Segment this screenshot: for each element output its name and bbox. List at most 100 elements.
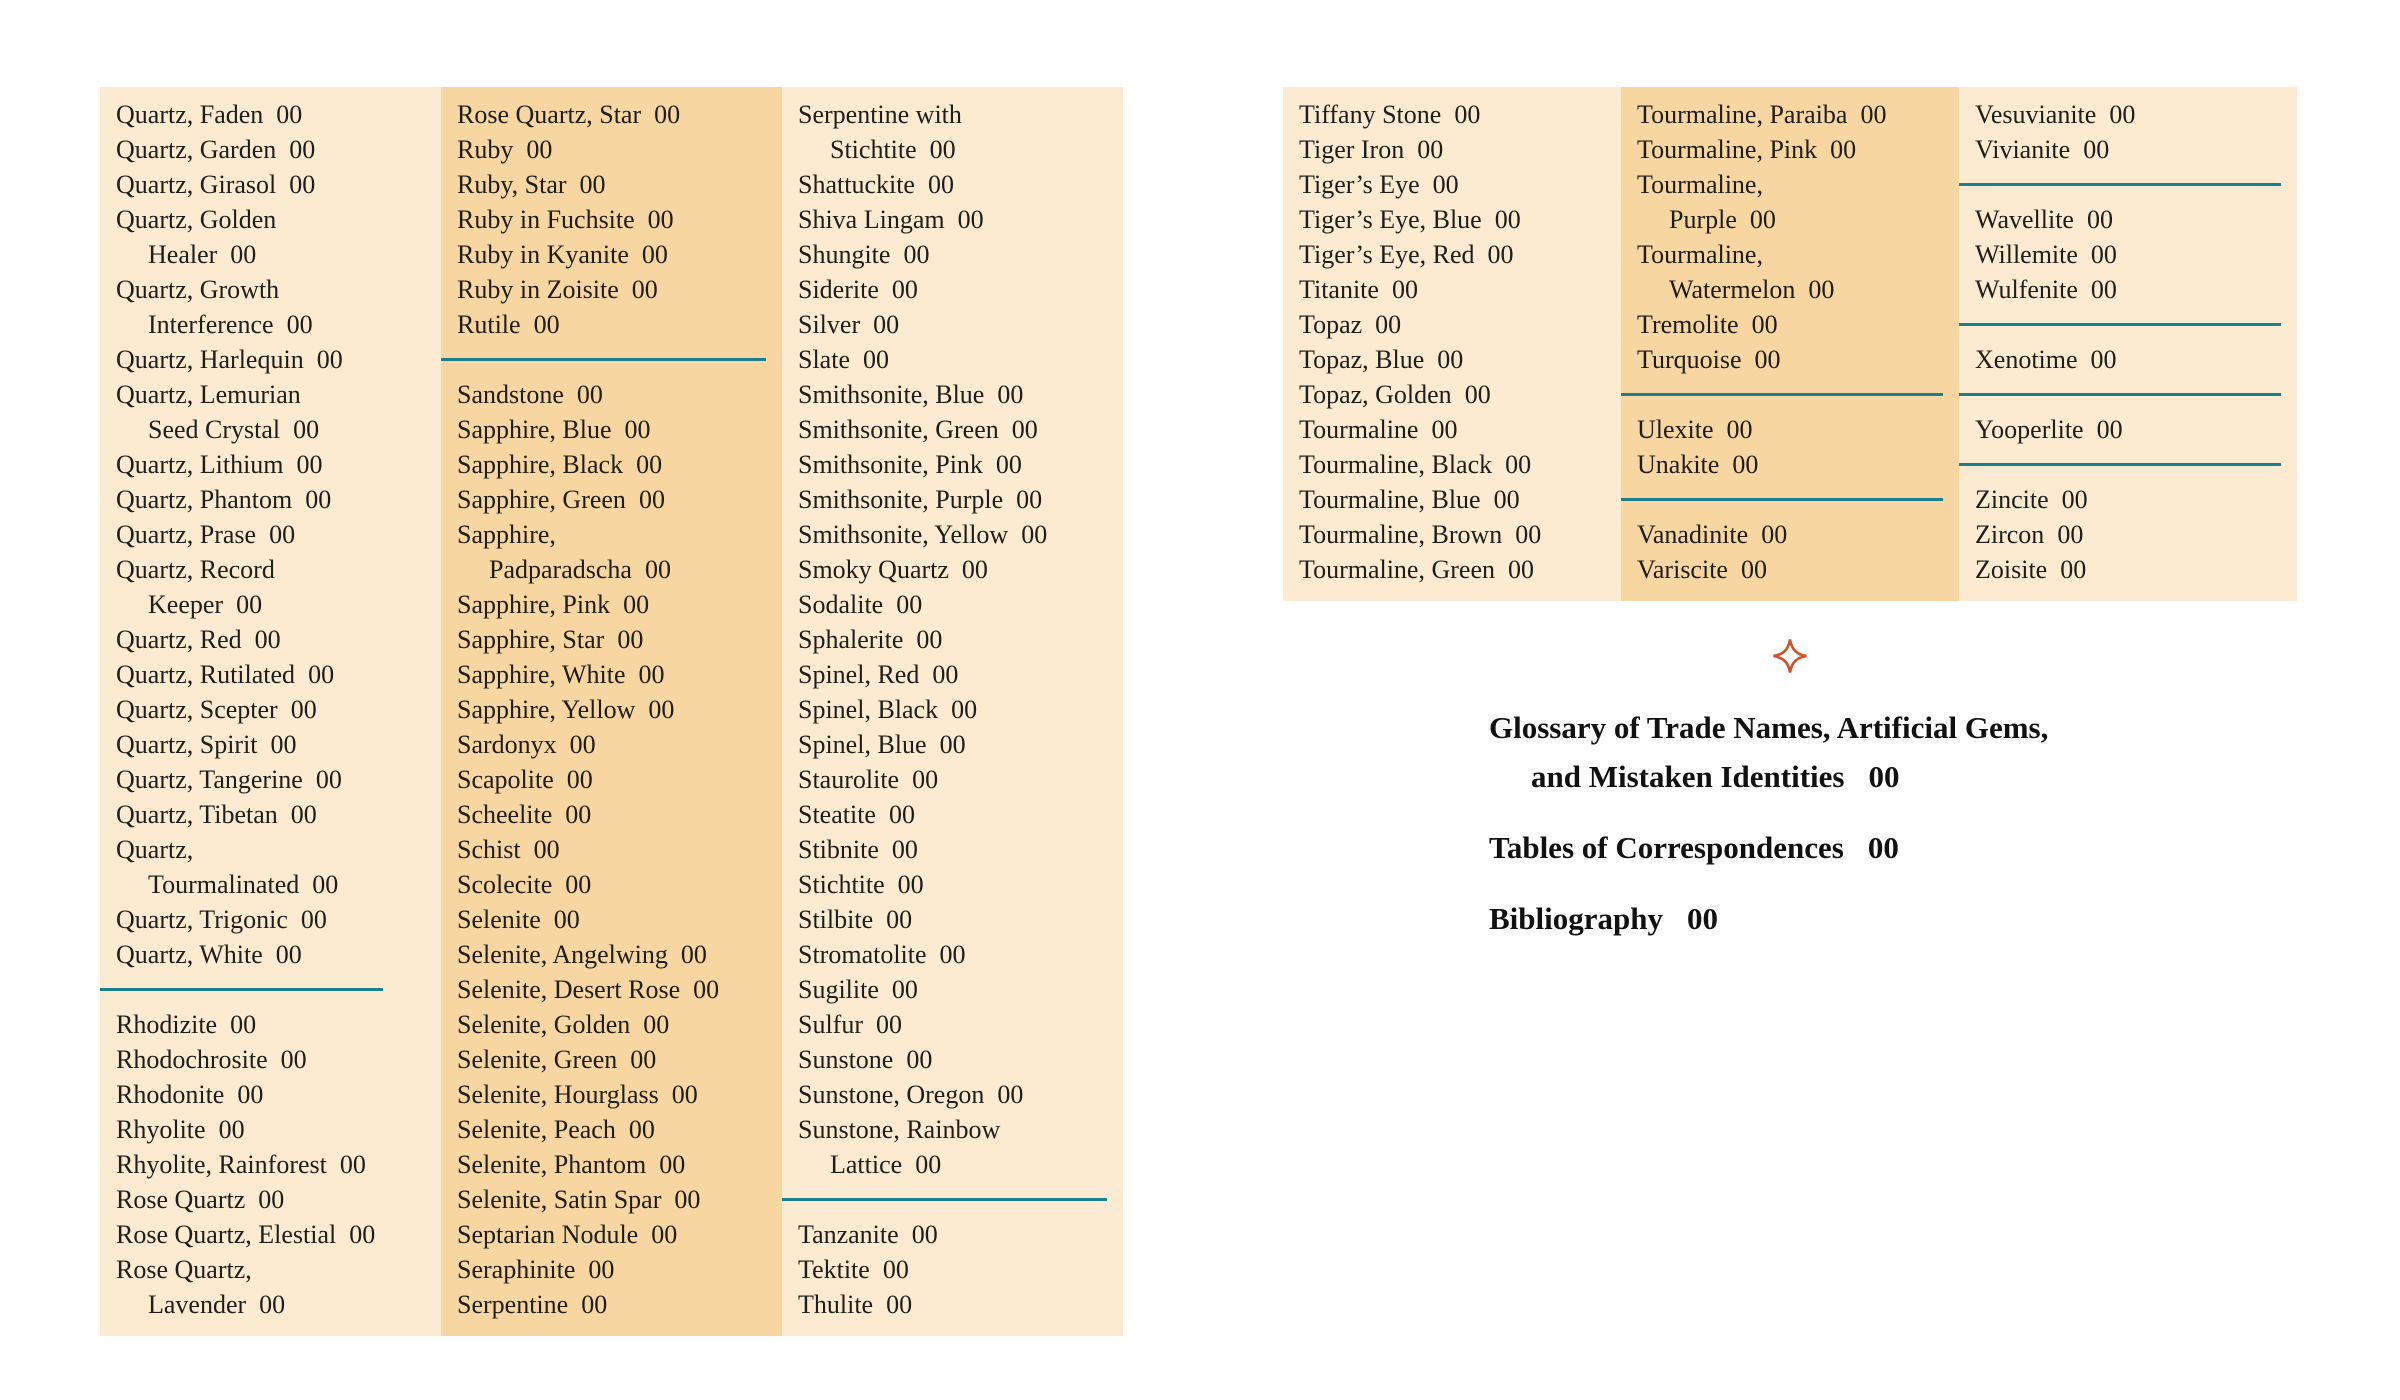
entry-label: Steatite bbox=[798, 800, 876, 829]
toc-entry: Sardonyx 00 bbox=[457, 727, 770, 762]
page-number: 00 bbox=[876, 1010, 902, 1039]
page-number: 00 bbox=[891, 835, 918, 864]
entry-label: Sodalite bbox=[798, 590, 884, 619]
page-number: 00 bbox=[961, 555, 988, 584]
page-number: 00 bbox=[882, 1255, 909, 1284]
toc-entry: Ulexite 00 bbox=[1637, 412, 1947, 447]
toc-entry: Serpentine 00 bbox=[457, 1287, 770, 1322]
page-number: 00 bbox=[648, 695, 675, 724]
entry-label: Rhyolite bbox=[116, 1115, 206, 1144]
entry-label: Tourmaline, Brown bbox=[1299, 520, 1503, 549]
toc-entry: Quartz, White 00 bbox=[116, 937, 429, 972]
page-number: 00 bbox=[674, 1185, 701, 1214]
page-number: 00 bbox=[1749, 205, 1776, 234]
toc-entry: Sunstone 00 bbox=[798, 1042, 1111, 1077]
toc-entry: Tiger’s Eye, Red 00 bbox=[1299, 237, 1609, 272]
entry-label: Smithsonite, Yellow bbox=[798, 520, 1009, 549]
toc-entry: Sapphire, Yellow 00 bbox=[457, 692, 770, 727]
page-number: 00 bbox=[638, 660, 665, 689]
page-number: 00 bbox=[1732, 450, 1759, 479]
page-number: 00 bbox=[315, 765, 342, 794]
page-number: 00 bbox=[289, 170, 316, 199]
page-number: 00 bbox=[339, 1150, 366, 1179]
toc-entry: Healer 00 bbox=[116, 237, 429, 272]
toc-entry: Selenite, Desert Rose 00 bbox=[457, 972, 770, 1007]
page-number: 00 bbox=[624, 415, 651, 444]
section-divider bbox=[1959, 393, 2281, 396]
right-page: Tiffany Stone 00 Tiger Iron 00 Tiger’s Eye 00… bbox=[1283, 87, 2297, 601]
entry-label: Quartz, bbox=[116, 835, 194, 864]
page-number: 00 bbox=[290, 695, 317, 724]
entry-label: Quartz, Golden bbox=[116, 205, 277, 234]
page-number: 00 bbox=[1761, 520, 1788, 549]
entry-label: Smithsonite, Green bbox=[798, 415, 999, 444]
toc-entry: Topaz, Golden 00 bbox=[1299, 377, 1609, 412]
page-number: 00 bbox=[218, 1115, 245, 1144]
toc-entry: Topaz 00 bbox=[1299, 307, 1609, 342]
entry-label: Smithsonite, Blue bbox=[798, 380, 985, 409]
page-number: 00 bbox=[1417, 135, 1444, 164]
entry-label: Selenite, Green bbox=[457, 1045, 618, 1074]
entry-label: Seraphinite bbox=[457, 1255, 576, 1284]
entry-label: Ruby in Kyanite bbox=[457, 240, 629, 269]
page-number: 00 bbox=[1515, 520, 1542, 549]
page-number: 00 bbox=[915, 1150, 942, 1179]
entry-label: Slate bbox=[798, 345, 850, 374]
toc-entry: Lattice 00 bbox=[798, 1147, 1111, 1182]
entry-label: Sulfur bbox=[798, 1010, 863, 1039]
toc-entry: Selenite, Green 00 bbox=[457, 1042, 770, 1077]
toc-entry: Selenite, Hourglass 00 bbox=[457, 1077, 770, 1112]
entry-label: Septarian Nodule bbox=[457, 1220, 639, 1249]
entry-label: Stichtite bbox=[830, 135, 917, 164]
page-number: 00 bbox=[588, 1255, 615, 1284]
entry-label: Silver bbox=[798, 310, 861, 339]
back-entry-label: Bibliography bbox=[1489, 901, 1663, 936]
toc-entry: Tanzanite 00 bbox=[798, 1217, 1111, 1252]
page-number: 00 bbox=[957, 205, 984, 234]
entry-label: Vesuvianite bbox=[1975, 100, 2097, 129]
page-number: 00 bbox=[236, 590, 263, 619]
page-number: 00 bbox=[2109, 100, 2136, 129]
toc-entry: Siderite 00 bbox=[798, 272, 1111, 307]
page-number: 00 bbox=[643, 1010, 670, 1039]
index-column-ruby-serpentine: Rose Quartz, Star 00 Ruby 00 Ruby, Star 00 Rub… bbox=[441, 87, 782, 1336]
page-number: 00 bbox=[316, 345, 343, 374]
entry-label: Vivianite bbox=[1975, 135, 2071, 164]
entry-label: Shattuckite bbox=[798, 170, 915, 199]
entry-label: Quartz, Scepter bbox=[116, 695, 278, 724]
entry-label: Lavender bbox=[148, 1290, 247, 1319]
entry-label: Topaz, Blue bbox=[1299, 345, 1425, 374]
page-number: 00 bbox=[654, 100, 681, 129]
entry-label: Yooperlite bbox=[1975, 415, 2084, 444]
toc-entry: Shungite 00 bbox=[798, 237, 1111, 272]
entry-label: Sapphire, Black bbox=[457, 450, 624, 479]
index-column-quartz-rose: Quartz, Faden 00 Quartz, Garden 00 Quartz, G… bbox=[100, 87, 441, 1336]
toc-entry: Sapphire, bbox=[457, 517, 770, 552]
entry-label: Wavellite bbox=[1975, 205, 2074, 234]
toc-entry: Zoisite 00 bbox=[1975, 552, 2285, 587]
toc-entry: Sunstone, Rainbow bbox=[798, 1112, 1111, 1147]
index-column-tourmaline-variscite: Tourmaline, Paraiba 00 Tourmaline, Pink 00 T… bbox=[1621, 87, 1959, 601]
toc-entry: Rhyolite, Rainforest 00 bbox=[116, 1147, 429, 1182]
page-number: 00 bbox=[911, 1220, 938, 1249]
toc-entry: Quartz, Rutilated 00 bbox=[116, 657, 429, 692]
page-number: 00 bbox=[680, 940, 707, 969]
entry-label: Ruby bbox=[457, 135, 514, 164]
entry-label: Sapphire, Green bbox=[457, 485, 626, 514]
toc-entry: Selenite 00 bbox=[457, 902, 770, 937]
entry-label: Quartz, Spirit bbox=[116, 730, 258, 759]
page-number: 00 bbox=[1751, 310, 1778, 339]
toc-entry: Sphalerite 00 bbox=[798, 622, 1111, 657]
entry-label: Rose Quartz, Star bbox=[457, 100, 642, 129]
entry-label: Rose Quartz, bbox=[116, 1255, 252, 1284]
entry-label: Tanzanite bbox=[798, 1220, 899, 1249]
page-number: 00 bbox=[939, 730, 966, 759]
toc-entry: Turquoise 00 bbox=[1637, 342, 1947, 377]
toc-entry: Tourmaline, Blue 00 bbox=[1299, 482, 1609, 517]
toc-entry: Stromatolite 00 bbox=[798, 937, 1111, 972]
toc-entry: Scapolite 00 bbox=[457, 762, 770, 797]
entry-label: Serpentine bbox=[457, 1290, 569, 1319]
toc-entry: Spinel, Blue 00 bbox=[798, 727, 1111, 762]
toc-entry: Schist 00 bbox=[457, 832, 770, 867]
entry-label: Shiva Lingam bbox=[798, 205, 945, 234]
